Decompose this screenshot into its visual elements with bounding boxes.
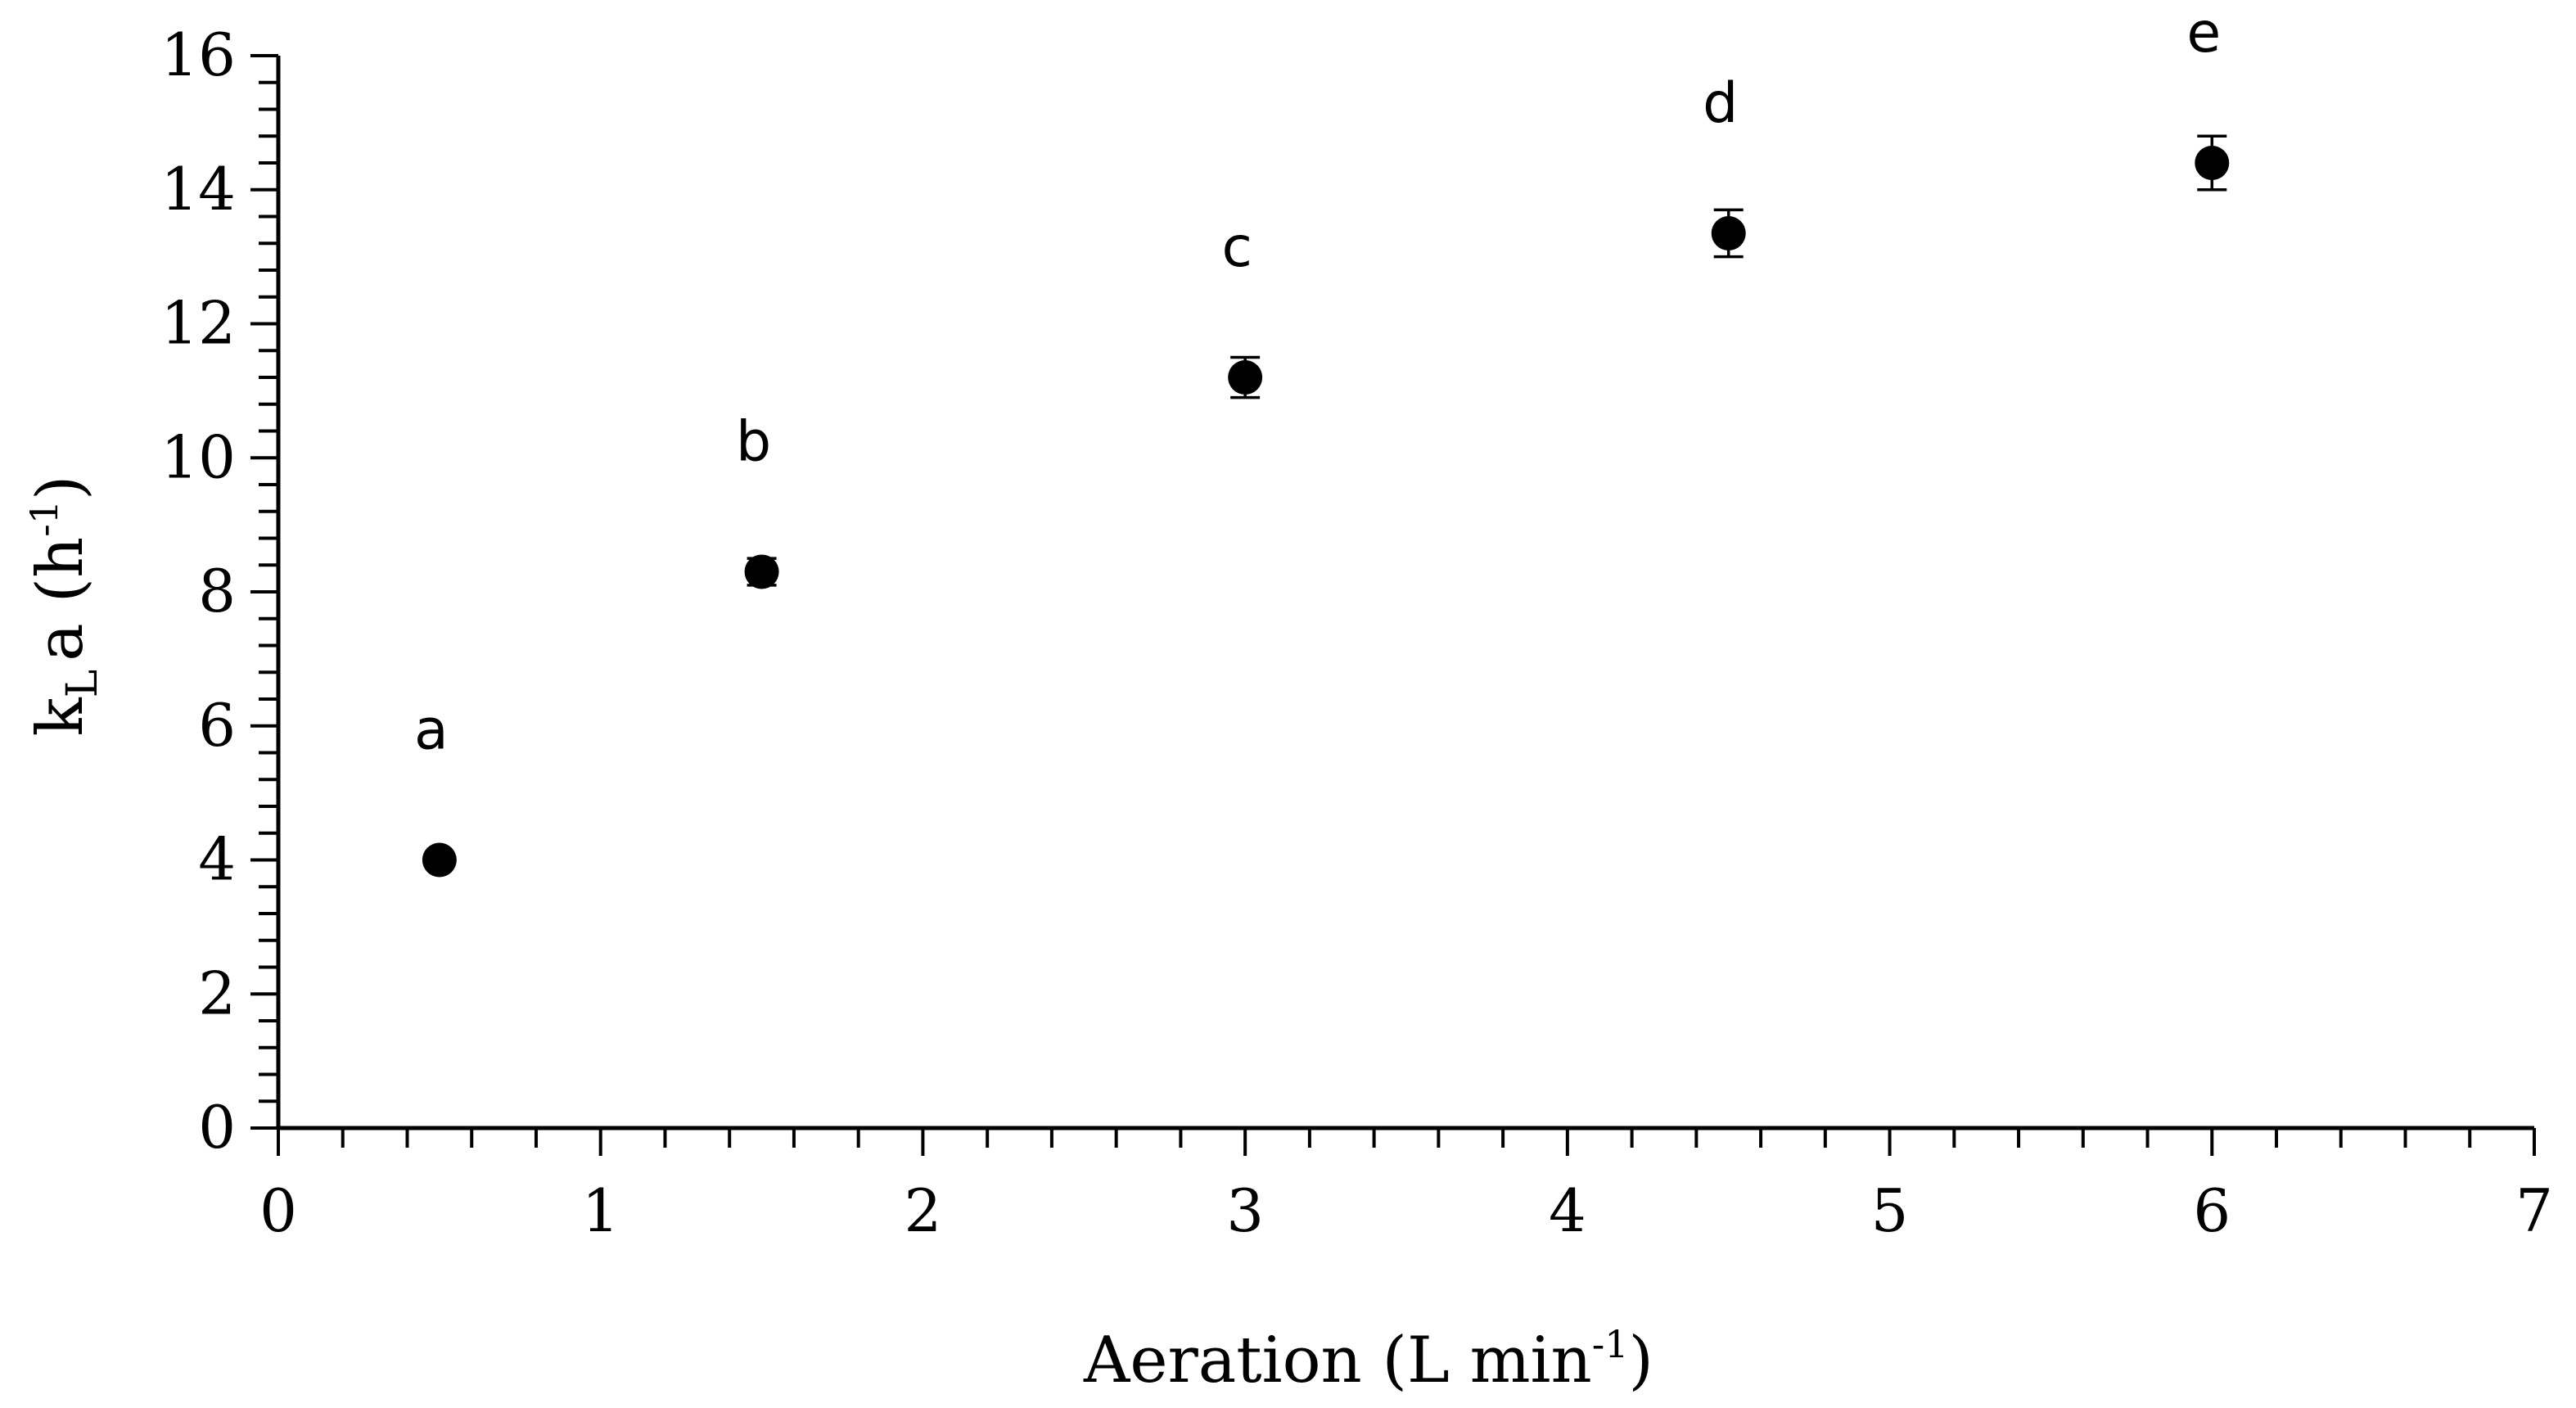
y-tick-label: 16 <box>160 20 236 89</box>
data-point <box>744 554 779 589</box>
x-tick-label: 5 <box>1871 1176 1909 1245</box>
data-point <box>1711 215 1746 250</box>
x-tick-label: 1 <box>582 1176 620 1245</box>
y-tick-label: 14 <box>160 155 236 223</box>
y-tick-label: 6 <box>198 691 236 760</box>
y-tick-label: 10 <box>160 422 236 491</box>
x-axis-title-end: ) <box>1629 1324 1653 1397</box>
x-tick-label: 3 <box>1226 1176 1264 1245</box>
y-tick-label: 0 <box>198 1093 236 1162</box>
significance-letter: c <box>1221 215 1252 280</box>
y-axis-title-k: k <box>24 697 97 737</box>
x-tick-label: 2 <box>905 1176 942 1245</box>
significance-letter: b <box>736 409 771 474</box>
significance-letter: a <box>414 698 449 763</box>
y-tick-label: 4 <box>198 825 236 894</box>
data-point <box>422 842 457 878</box>
x-tick-label: 0 <box>259 1176 297 1245</box>
y-axis-title: kLa (h-1) <box>22 475 107 736</box>
x-tick-label: 6 <box>2193 1176 2231 1245</box>
y-axis-title-sub: L <box>58 670 107 698</box>
data-point <box>1228 360 1263 395</box>
significance-letter: e <box>2186 1 2221 65</box>
x-axis-title: Aeration (L min-1) <box>1083 1322 1653 1397</box>
y-tick-label: 12 <box>160 289 236 358</box>
y-axis-title-rest: a (h <box>24 537 97 661</box>
x-axis-title-base: Aeration (L min <box>1083 1324 1592 1397</box>
y-axis-title-sup: -1 <box>22 500 66 537</box>
x-axis-title-sup: -1 <box>1592 1322 1629 1366</box>
data-point <box>2195 146 2230 180</box>
x-tick-label: 7 <box>2515 1176 2553 1245</box>
y-tick-label: 8 <box>198 557 236 625</box>
significance-letter: d <box>1703 71 1738 136</box>
x-tick-label: 4 <box>1549 1176 1586 1245</box>
y-tick-label: 2 <box>198 959 236 1027</box>
y-axis-title-end: ) <box>24 475 97 499</box>
